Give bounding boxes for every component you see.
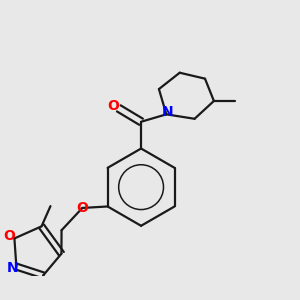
Text: O: O bbox=[76, 201, 88, 215]
Text: N: N bbox=[7, 261, 19, 275]
Text: O: O bbox=[3, 229, 15, 243]
Text: O: O bbox=[107, 99, 119, 113]
Text: N: N bbox=[162, 105, 174, 119]
